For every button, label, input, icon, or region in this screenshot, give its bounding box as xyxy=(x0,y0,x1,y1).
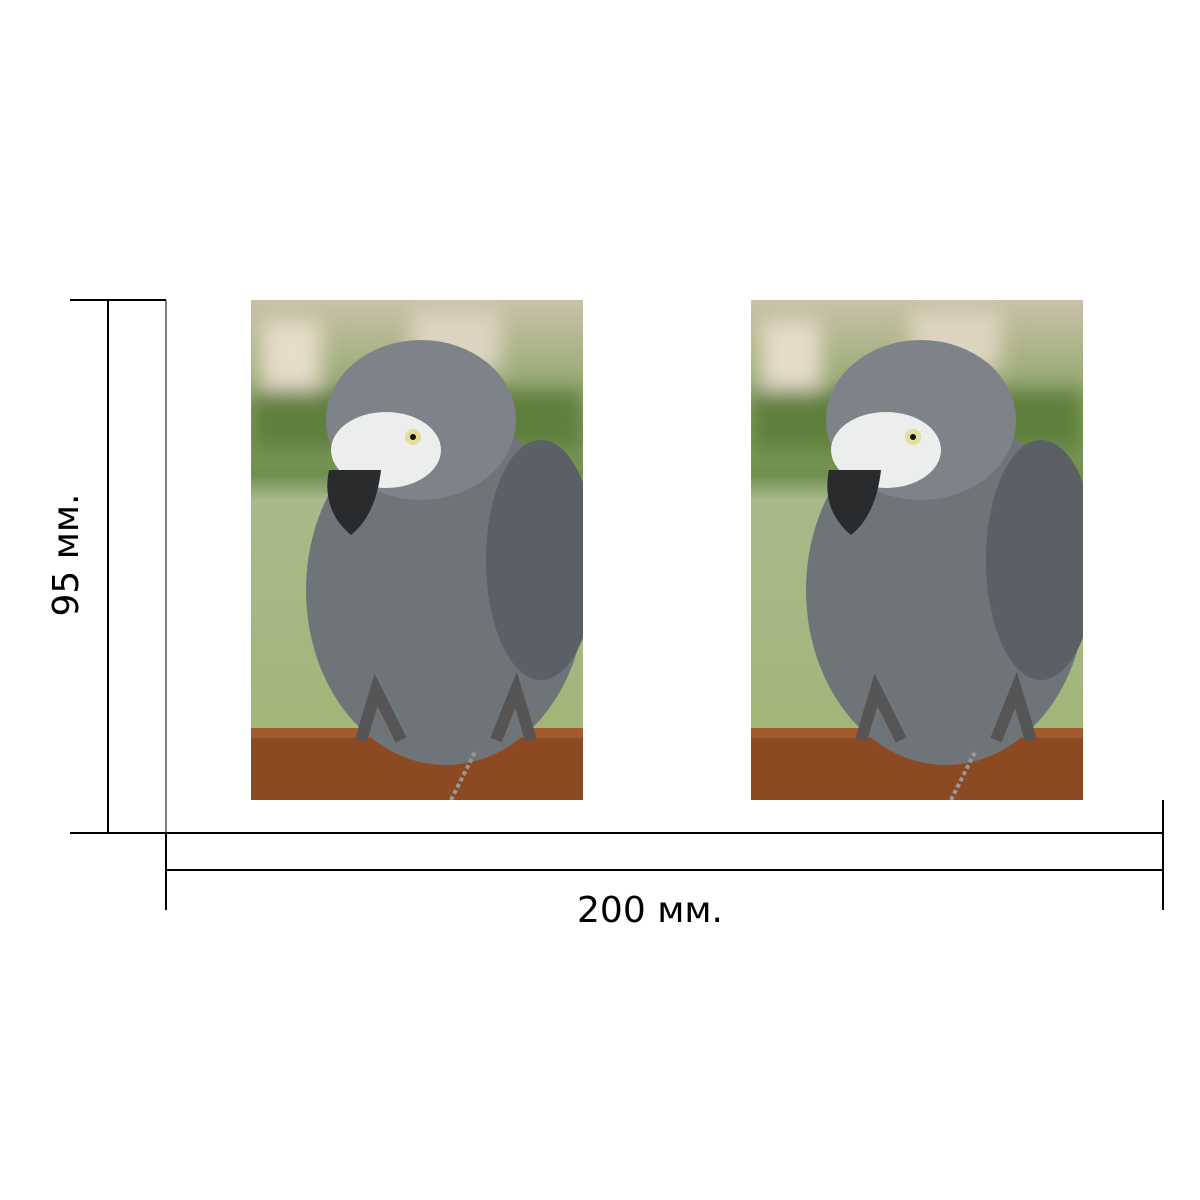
photo-left xyxy=(251,300,596,800)
width-dimension: 200 мм. xyxy=(165,800,1164,931)
height-label: 95 мм. xyxy=(46,493,87,616)
height-dimension: 95 мм. xyxy=(46,299,167,834)
photo-right xyxy=(751,300,1096,800)
width-label: 200 мм. xyxy=(577,890,723,931)
